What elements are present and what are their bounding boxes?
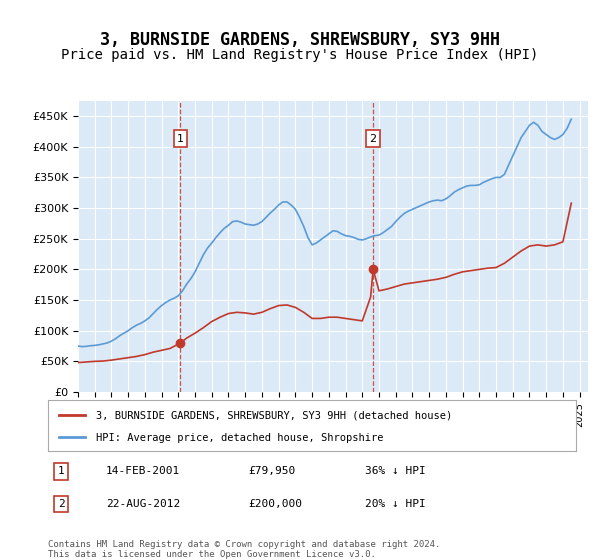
Text: 1: 1 [177, 134, 184, 144]
Text: 2: 2 [370, 134, 377, 144]
Text: 3, BURNSIDE GARDENS, SHREWSBURY, SY3 9HH: 3, BURNSIDE GARDENS, SHREWSBURY, SY3 9HH [100, 31, 500, 49]
Text: 1: 1 [58, 466, 65, 477]
Text: 3, BURNSIDE GARDENS, SHREWSBURY, SY3 9HH (detached house): 3, BURNSIDE GARDENS, SHREWSBURY, SY3 9HH… [95, 410, 452, 421]
Text: £79,950: £79,950 [248, 466, 296, 477]
Text: 36% ↓ HPI: 36% ↓ HPI [365, 466, 425, 477]
Text: 20% ↓ HPI: 20% ↓ HPI [365, 499, 425, 509]
Text: Contains HM Land Registry data © Crown copyright and database right 2024.: Contains HM Land Registry data © Crown c… [48, 540, 440, 549]
Text: 14-FEB-2001: 14-FEB-2001 [106, 466, 181, 477]
Text: Price paid vs. HM Land Registry's House Price Index (HPI): Price paid vs. HM Land Registry's House … [61, 48, 539, 62]
Text: This data is licensed under the Open Government Licence v3.0.: This data is licensed under the Open Gov… [48, 550, 376, 559]
Text: 22-AUG-2012: 22-AUG-2012 [106, 499, 181, 509]
Text: HPI: Average price, detached house, Shropshire: HPI: Average price, detached house, Shro… [95, 433, 383, 443]
Text: £200,000: £200,000 [248, 499, 302, 509]
Text: 2: 2 [58, 499, 65, 509]
